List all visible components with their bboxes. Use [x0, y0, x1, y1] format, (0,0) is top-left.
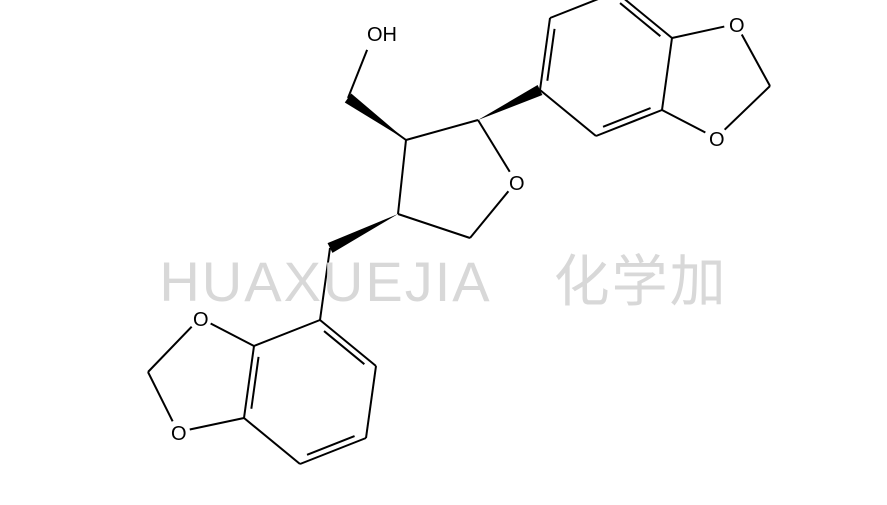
svg-text:O: O [171, 423, 187, 445]
svg-text:O: O [509, 173, 525, 195]
svg-text:O: O [709, 129, 725, 151]
molecule-svg: OH O O O O O [0, 0, 887, 505]
molecule-figure: { "canvas": {"w": 887, "h": 505, "bg": "… [0, 0, 887, 505]
svg-text:OH: OH [367, 24, 397, 46]
svg-text:O: O [193, 309, 209, 331]
svg-text:O: O [729, 15, 745, 37]
